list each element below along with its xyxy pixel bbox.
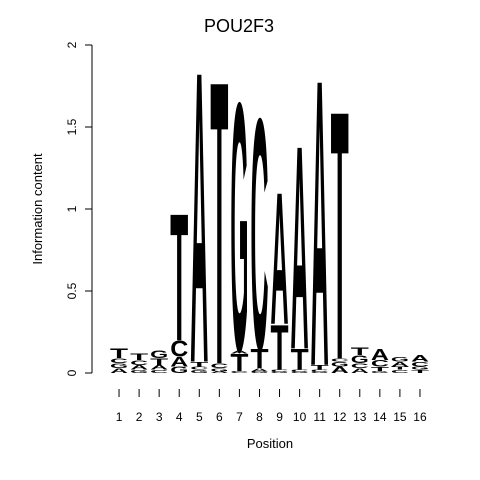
letter-G-pos-15: G bbox=[391, 356, 409, 364]
letter-C-pos-2: C bbox=[130, 358, 148, 366]
letter-T-pos-7: T bbox=[230, 349, 248, 377]
letter-G-pos-9: G bbox=[271, 371, 289, 373]
letter-C-pos-13: C bbox=[351, 362, 369, 370]
chart-title: POU2F3 bbox=[204, 16, 274, 36]
letter-A-pos-5: A bbox=[190, 0, 208, 450]
letter-C-pos-6: C bbox=[210, 362, 228, 370]
y-tick-label: 0 bbox=[65, 369, 79, 376]
letter-A-pos-16: A bbox=[411, 353, 430, 363]
x-tick-label: 3 bbox=[156, 410, 163, 424]
y-tick-label: 1.5 bbox=[65, 118, 79, 135]
letter-T-pos-3: T bbox=[150, 356, 169, 366]
letter-G-pos-14: G bbox=[371, 371, 389, 373]
letter-A-pos-12: A bbox=[331, 365, 350, 375]
letter-T-pos-11: T bbox=[311, 364, 329, 372]
letter-T-pos-15: T bbox=[391, 366, 409, 371]
letter-C-pos-15: C bbox=[391, 369, 409, 374]
y-axis: 0 0.5 1 1.5 2 bbox=[65, 41, 93, 376]
x-tick-label: 16 bbox=[413, 410, 427, 424]
y-tick-label: 1 bbox=[65, 205, 79, 212]
letter-A-pos-9: A bbox=[271, 153, 289, 365]
letter-A-pos-15: A bbox=[391, 360, 409, 368]
letter-A-pos-7: A bbox=[230, 349, 248, 354]
x-tick-label: 11 bbox=[313, 410, 326, 424]
letter-T-pos-2: T bbox=[130, 352, 149, 362]
x-tick-label: 8 bbox=[256, 410, 263, 424]
letter-T-pos-13: T bbox=[351, 345, 369, 358]
letter-C-pos-10: C bbox=[291, 369, 309, 372]
x-tick-label: 14 bbox=[373, 410, 387, 424]
x-tick-label: 15 bbox=[393, 410, 407, 424]
letter-G-pos-7: G bbox=[230, 30, 248, 427]
x-tick-label: 6 bbox=[216, 410, 223, 424]
letter-T-pos-14: T bbox=[371, 365, 389, 373]
y-tick-label: 0.5 bbox=[65, 282, 79, 299]
letter-G-pos-3: G bbox=[150, 348, 168, 361]
letter-C-pos-3: C bbox=[150, 369, 168, 374]
letter-T-pos-9: T bbox=[271, 312, 289, 384]
letter-G-pos-13: G bbox=[351, 353, 369, 366]
letter-A-pos-3: A bbox=[150, 363, 168, 371]
letter-T-pos-12: T bbox=[331, 38, 349, 434]
letter-C-pos-1: C bbox=[110, 357, 128, 365]
letter-G-pos-2: G bbox=[130, 369, 148, 374]
letter-C-pos-12: C bbox=[331, 357, 349, 362]
letter-G-pos-16: G bbox=[411, 366, 429, 371]
letter-T-pos-8: T bbox=[250, 344, 269, 375]
x-tick-label: 4 bbox=[176, 410, 183, 424]
x-tick-label: 9 bbox=[276, 410, 283, 424]
x-axis-title: Position bbox=[247, 436, 293, 451]
letter-G-pos-12: G bbox=[331, 360, 349, 368]
letter-A-pos-11: A bbox=[311, 0, 329, 452]
letter-C-pos-8: C bbox=[250, 49, 268, 418]
x-axis: 1 2 3 4 5 6 7 8 9 10 11 12 13 14 15 16 bbox=[116, 389, 427, 424]
letter-G-pos-4: G bbox=[170, 365, 188, 375]
letter-T-pos-16: T bbox=[411, 369, 429, 374]
letter-G-pos-1: G bbox=[110, 362, 128, 370]
x-tick-label: 1 bbox=[116, 410, 123, 424]
letter-A-pos-13: A bbox=[351, 367, 369, 375]
letter-A-pos-4: A bbox=[170, 355, 189, 370]
letter-A-pos-1: A bbox=[110, 367, 128, 375]
letter-A-pos-8: A bbox=[250, 367, 268, 372]
x-tick-label: 12 bbox=[333, 410, 347, 424]
x-tick-label: 10 bbox=[293, 410, 307, 424]
y-axis-title: Information content bbox=[30, 153, 45, 265]
x-tick-label: 13 bbox=[353, 410, 367, 424]
letter-G-pos-8: G bbox=[250, 371, 268, 373]
letter-C-pos-5: C bbox=[190, 366, 208, 371]
letter-A-pos-6: A bbox=[210, 371, 228, 374]
letter-G-pos-6: G bbox=[210, 367, 228, 372]
x-tick-label: 2 bbox=[136, 410, 143, 424]
letter-G-pos-5: G bbox=[190, 369, 208, 374]
letter-T-pos-1: T bbox=[110, 346, 128, 361]
letter-T-pos-4: T bbox=[170, 175, 188, 379]
letter-C-pos-11: C bbox=[311, 369, 329, 372]
letter-G-pos-10: G bbox=[291, 371, 309, 373]
letter-C-pos-4: C bbox=[170, 337, 188, 363]
letter-C-pos-16: C bbox=[411, 360, 429, 368]
letter-T-pos-6: T bbox=[210, 0, 228, 449]
letter-T-pos-10: T bbox=[291, 344, 309, 377]
y-tick-label: 2 bbox=[65, 41, 79, 48]
letter-A-pos-2: A bbox=[130, 363, 148, 371]
letter-C-pos-9: C bbox=[271, 369, 289, 372]
letter-C-pos-7: C bbox=[230, 371, 248, 374]
x-tick-label: 5 bbox=[196, 410, 203, 424]
letter-G-pos-11: G bbox=[311, 371, 329, 373]
x-tick-label: 7 bbox=[236, 410, 243, 424]
letter-T-pos-5: T bbox=[190, 360, 208, 368]
letter-C-pos-14: C bbox=[371, 358, 390, 368]
letter-A-pos-10: A bbox=[291, 85, 309, 410]
letter-A-pos-14: A bbox=[371, 346, 389, 363]
